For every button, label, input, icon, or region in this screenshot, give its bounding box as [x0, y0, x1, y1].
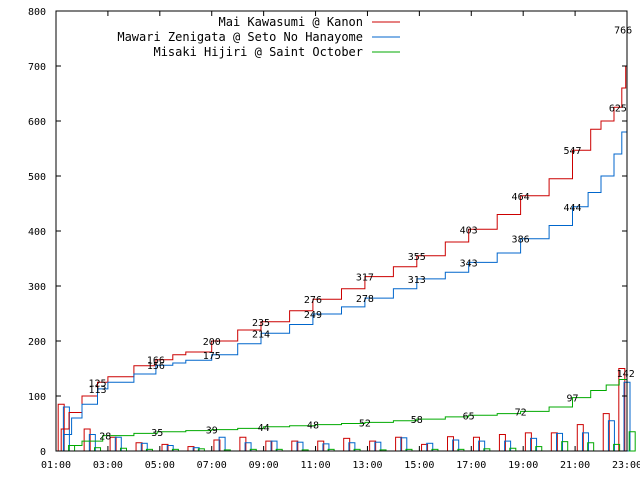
data-label-series-1: 235 — [252, 318, 270, 329]
data-label-series-2: 444 — [563, 203, 581, 214]
x-tick-label: 19:00 — [508, 460, 538, 471]
series-line-3 — [56, 372, 628, 452]
data-label-series-1: 276 — [304, 295, 322, 306]
data-label-series-1: 547 — [563, 146, 581, 157]
series-line-1 — [56, 29, 628, 452]
data-label-series-1: 766 — [614, 26, 632, 37]
y-tick-label: 400 — [28, 227, 46, 238]
data-label-series-3: 142 — [617, 369, 635, 380]
y-tick-label: 100 — [28, 392, 46, 403]
cumulative-lines — [56, 29, 628, 452]
x-tick-label: 17:00 — [456, 460, 486, 471]
data-label-series-1: 166 — [147, 356, 165, 367]
data-label-series-2: 249 — [304, 310, 322, 321]
x-tick-label: 15:00 — [404, 460, 434, 471]
data-label-series-2: 313 — [408, 275, 426, 286]
data-label-series-3: 39 — [206, 426, 218, 437]
x-axis: 01:00 03:00 05:00 07:00 09:00 11:00 13:00 15:00… — [41, 11, 640, 471]
y-tick-label: 0 — [40, 447, 46, 458]
data-label-series-3: 48 — [307, 421, 319, 432]
data-label-series-3: 35 — [151, 428, 163, 439]
data-label-series-3: 58 — [411, 415, 423, 426]
data-label-series-3: 52 — [359, 418, 371, 429]
data-label-series-1: 355 — [408, 252, 426, 263]
data-label-series-2: 343 — [460, 258, 478, 269]
data-label-series-2: 113 — [88, 385, 106, 396]
x-tick-label: 21:00 — [560, 460, 590, 471]
data-label-series-2: 386 — [512, 235, 530, 246]
data-label-series-2: 214 — [252, 329, 270, 340]
x-tick-label: 01:00 — [41, 460, 71, 471]
y-tick-label: 300 — [28, 282, 46, 293]
x-tick-label: 23:00 — [612, 460, 640, 471]
plot-frame — [55, 10, 628, 452]
data-label-series-1: 464 — [512, 192, 530, 203]
data-label-series-2: 156 — [147, 361, 165, 372]
hourly-bar-series-3 — [628, 431, 636, 452]
x-tick-label: 11:00 — [300, 460, 330, 471]
legend-label-series-3: Misaki Hijiri @ Saint October — [153, 45, 363, 59]
x-tick-label: 05:00 — [145, 460, 175, 471]
data-label-series-2: 625 — [609, 103, 627, 114]
legend-label-series-1: Mai Kawasumi @ Kanon — [219, 15, 364, 29]
data-label-series-3: 28 — [99, 432, 111, 443]
x-tick-label: 09:00 — [249, 460, 279, 471]
series-line-2 — [56, 107, 628, 452]
y-tick-label: 600 — [28, 117, 46, 128]
legend-label-series-2: Mawari Zenigata @ Seto No Hanayome — [117, 30, 363, 44]
data-label-series-1: 200 — [203, 337, 221, 348]
y-tick-label: 700 — [28, 62, 46, 73]
data-label-series-3: 65 — [463, 411, 475, 422]
x-tick-label: 07:00 — [197, 460, 227, 471]
y-tick-label: 800 — [28, 7, 46, 18]
data-label-series-3: 44 — [258, 423, 270, 434]
data-labels: 125 166 200 235 276 317 355 403 464 547 766 113 156 1… — [88, 26, 634, 443]
y-axis: 0 100 200 300 400 500 600 700 800 — [28, 7, 627, 458]
x-tick-label: 03:00 — [93, 460, 123, 471]
data-label-series-3: 97 — [566, 394, 578, 405]
data-label-series-1: 317 — [356, 273, 374, 284]
y-tick-label: 200 — [28, 337, 46, 348]
data-label-series-1: 125 — [88, 378, 106, 389]
data-label-series-3: 72 — [515, 407, 527, 418]
y-tick-label: 500 — [28, 172, 46, 183]
data-label-series-1: 403 — [460, 225, 478, 236]
x-tick-label: 13:00 — [352, 460, 382, 471]
data-label-series-2: 278 — [356, 294, 374, 305]
data-label-series-2: 175 — [203, 351, 221, 362]
